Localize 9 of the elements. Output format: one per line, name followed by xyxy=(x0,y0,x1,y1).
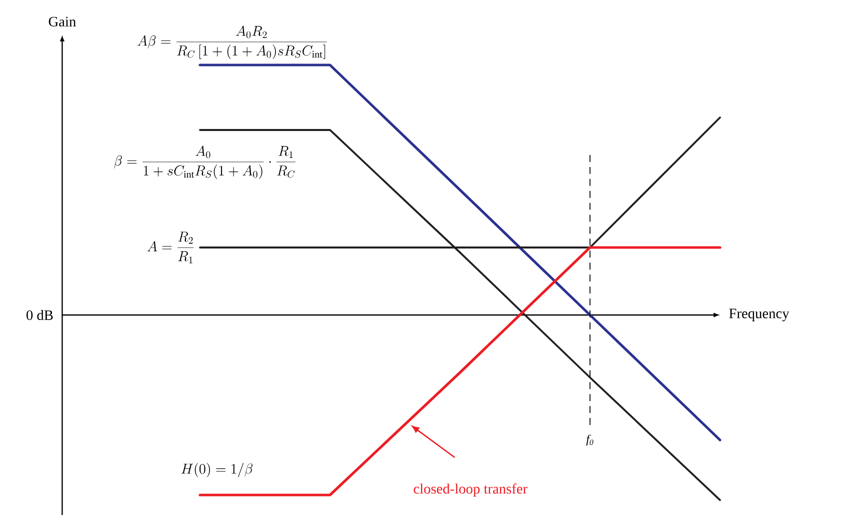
annotation: f$_{0}$ xyxy=(586,434,594,446)
x-axis-title: Frequency xyxy=(729,308,790,322)
series-label: $A\beta=\frac{A_0R_2}{R_C\left[1+(1+A_0)sR_SC_{\mathrm{int}}\right]}$ xyxy=(138,26,327,59)
series-label: $A=\frac{R_2}{R_1}$ xyxy=(147,232,194,264)
annotation: closed-loop transfer xyxy=(414,483,528,497)
y-axis-title: Gain xyxy=(48,16,76,26)
series-label: $\beta=\frac{A_0}{1+sC_{\mathrm{int}}R_S(1+A_0)}\cdot\frac{R_1}{R_C}$ xyxy=(114,146,296,179)
text: 0 dB xyxy=(26,310,53,320)
series-label: $H(0)=1/\beta$ xyxy=(181,462,252,478)
